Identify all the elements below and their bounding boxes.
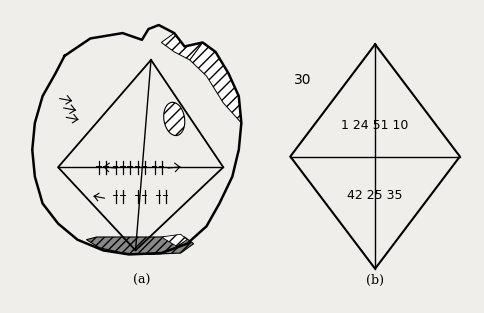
Ellipse shape bbox=[164, 102, 185, 136]
Polygon shape bbox=[161, 33, 203, 60]
Text: 30: 30 bbox=[294, 73, 312, 87]
Text: (b): (b) bbox=[366, 274, 384, 287]
Text: 42 25 35: 42 25 35 bbox=[348, 189, 403, 202]
Polygon shape bbox=[190, 43, 242, 123]
Polygon shape bbox=[161, 234, 187, 246]
Polygon shape bbox=[87, 237, 194, 254]
Text: 1 24 51 10: 1 24 51 10 bbox=[341, 119, 409, 132]
Text: (a): (a) bbox=[133, 274, 151, 287]
